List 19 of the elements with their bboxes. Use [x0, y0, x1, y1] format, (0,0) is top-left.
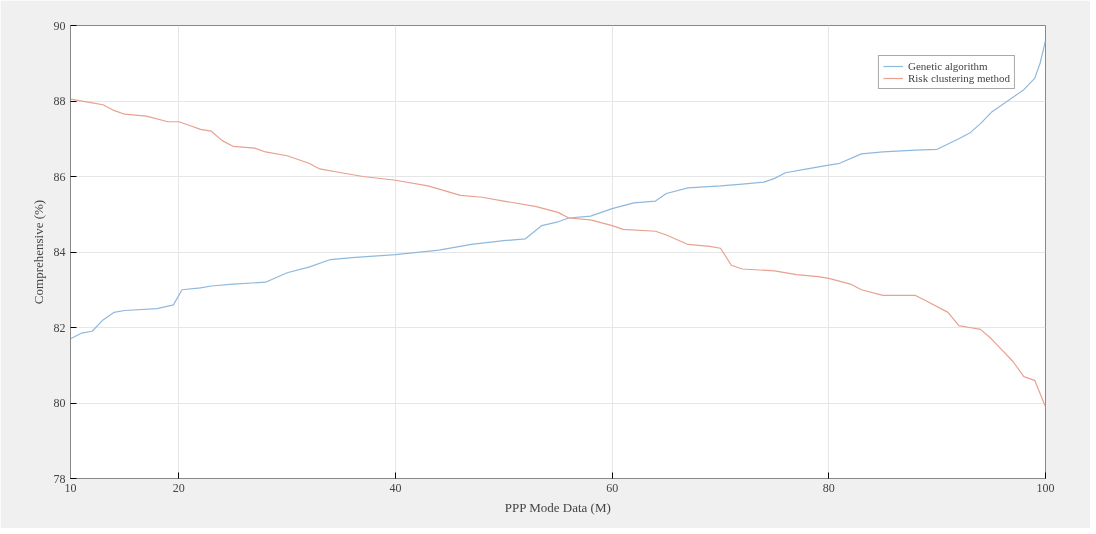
x-tick-label: 40 [389, 480, 402, 495]
line-series [70, 40, 1046, 340]
x-axis-title: PPP Mode Data (M) [504, 499, 611, 515]
x-tick-label: 80 [822, 480, 835, 495]
y-tick-label: 78 [53, 471, 66, 486]
x-tick-label: 10 [64, 480, 77, 495]
line-series [70, 98, 1046, 408]
legend-label: Risk clustering method [907, 72, 1010, 84]
y-tick-label: 84 [53, 245, 66, 259]
y-tick-label: 86 [53, 169, 66, 184]
x-tick-label: 20 [172, 480, 185, 495]
y-axis-title: Comprehensive (%) [30, 199, 46, 305]
y-tick-label: 82 [53, 320, 66, 335]
legend-label: Genetic algorithm [907, 60, 988, 72]
y-tick-label: 88 [53, 94, 66, 108]
x-tick-label: 60 [606, 480, 619, 495]
y-tick-label: 80 [53, 396, 66, 410]
y-tick-label: 90 [53, 18, 66, 33]
x-tick-label: 100 [1036, 480, 1055, 495]
